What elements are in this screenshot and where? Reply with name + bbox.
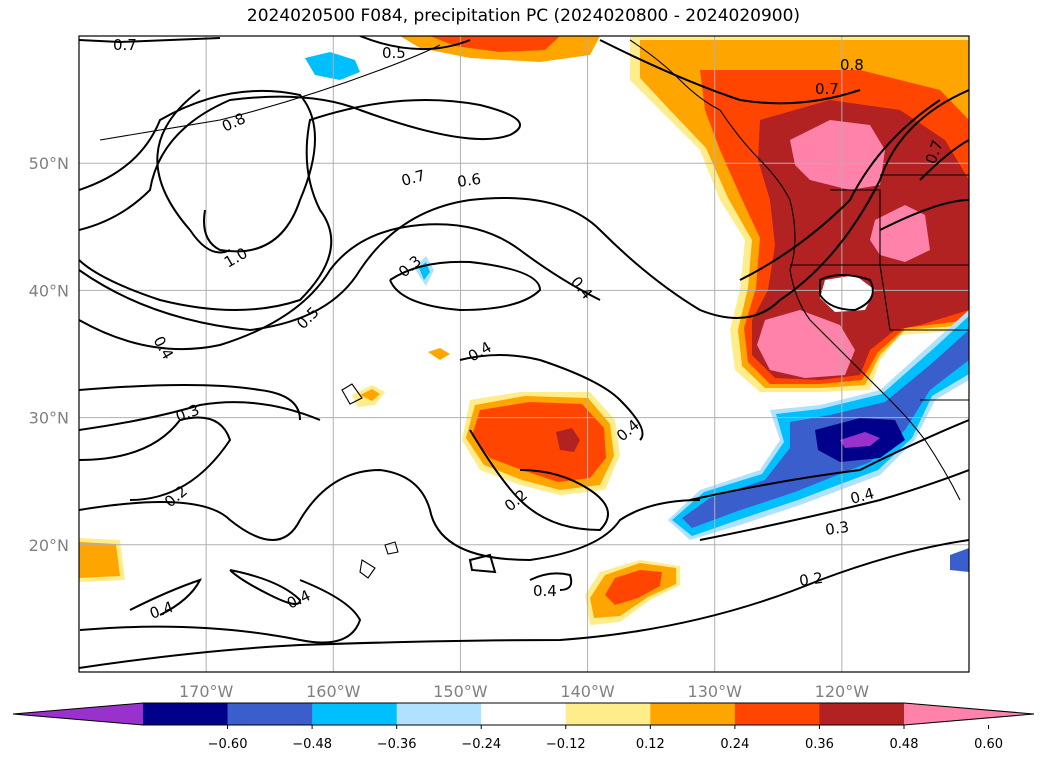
colorbar-segment <box>396 703 482 725</box>
contour-label: 0.7 <box>399 166 427 190</box>
coastlines <box>99 39 969 579</box>
plot-frame <box>78 35 970 673</box>
contour-label: 0.6 <box>456 170 482 191</box>
lat-tick-label: 40°N <box>29 281 69 300</box>
contour-label: 0.2 <box>798 569 824 590</box>
lon-tick-label: 130°W <box>688 682 743 701</box>
latitude-tick-labels: 20°N 30°N 40°N 50°N <box>29 154 69 555</box>
contour-label: 0.2 <box>501 486 531 515</box>
colorbar-extend-min <box>13 703 143 725</box>
lat-tick-label: 20°N <box>29 536 69 555</box>
colorbar-segment <box>481 703 567 725</box>
lat-tick-label: 50°N <box>29 154 69 173</box>
lat-tick-label: 30°N <box>29 409 69 428</box>
grid-lines <box>79 36 969 672</box>
contour-label: 0.4 <box>848 484 876 508</box>
colorbar-tick-label: −0.24 <box>461 737 501 752</box>
contour-label: 0.4 <box>465 338 495 366</box>
colorbar-segment <box>819 703 905 725</box>
contour-label: 0.7 <box>113 36 137 54</box>
colorbar-segment <box>565 703 651 725</box>
lon-tick-label: 120°W <box>815 682 870 701</box>
colorbar-tick-label: −0.48 <box>292 737 332 752</box>
colorbar-tick-label: 0.60 <box>974 737 1003 752</box>
colorbar-tick-label: 0.24 <box>720 737 749 752</box>
contour-label: 0.8 <box>840 56 864 74</box>
contour-label: 0.5 <box>382 44 406 62</box>
colorbar <box>12 702 1035 726</box>
colorbar-extend-max <box>904 703 1034 725</box>
contour-label: 0.2 <box>161 482 191 511</box>
contour-label: 0.3 <box>824 518 850 539</box>
longitude-tick-labels: 170°W 160°W 150°W 140°W 130°W 120°W <box>179 682 869 701</box>
colorbar-tick-label: −0.36 <box>377 737 417 752</box>
colorbar-segment <box>227 703 313 725</box>
colorbar-tick-label: −0.60 <box>208 737 248 752</box>
contour-label: 1.0 <box>221 244 251 272</box>
contour-label: 0.7 <box>815 80 839 98</box>
colorbar-segment <box>734 703 820 725</box>
colorbar-tick-label: 0.12 <box>636 737 665 752</box>
colorbar-segment <box>650 703 736 725</box>
colorbar-segment <box>312 703 398 725</box>
contour-lines <box>79 36 969 669</box>
map-title: 2024020500 F084, precipitation PC (20240… <box>246 6 801 26</box>
contour-label: 0.8 <box>219 109 248 135</box>
contour-label: 0.5 <box>293 303 323 333</box>
contour-label: 0.4 <box>150 333 178 363</box>
lon-tick-label: 170°W <box>179 682 234 701</box>
contour-label: 0.4 <box>533 582 557 600</box>
contour-label: 0.4 <box>147 598 176 623</box>
lon-tick-label: 150°W <box>433 682 488 701</box>
colorbar-tick-label: 0.36 <box>805 737 834 752</box>
contour-label: 0.4 <box>567 273 596 303</box>
lon-tick-label: 160°W <box>306 682 361 701</box>
colorbar-tick-labels: −0.60 −0.48 −0.36 −0.24 −0.12 0.12 0.24 0.36 0.4… <box>208 725 1003 752</box>
lon-tick-label: 140°W <box>560 682 615 701</box>
colorbar-tick-label: 0.48 <box>890 737 919 752</box>
colorbar-segment <box>143 703 229 725</box>
colorbar-tick-label: −0.12 <box>546 737 586 752</box>
contour-label: 0.3 <box>173 401 202 426</box>
